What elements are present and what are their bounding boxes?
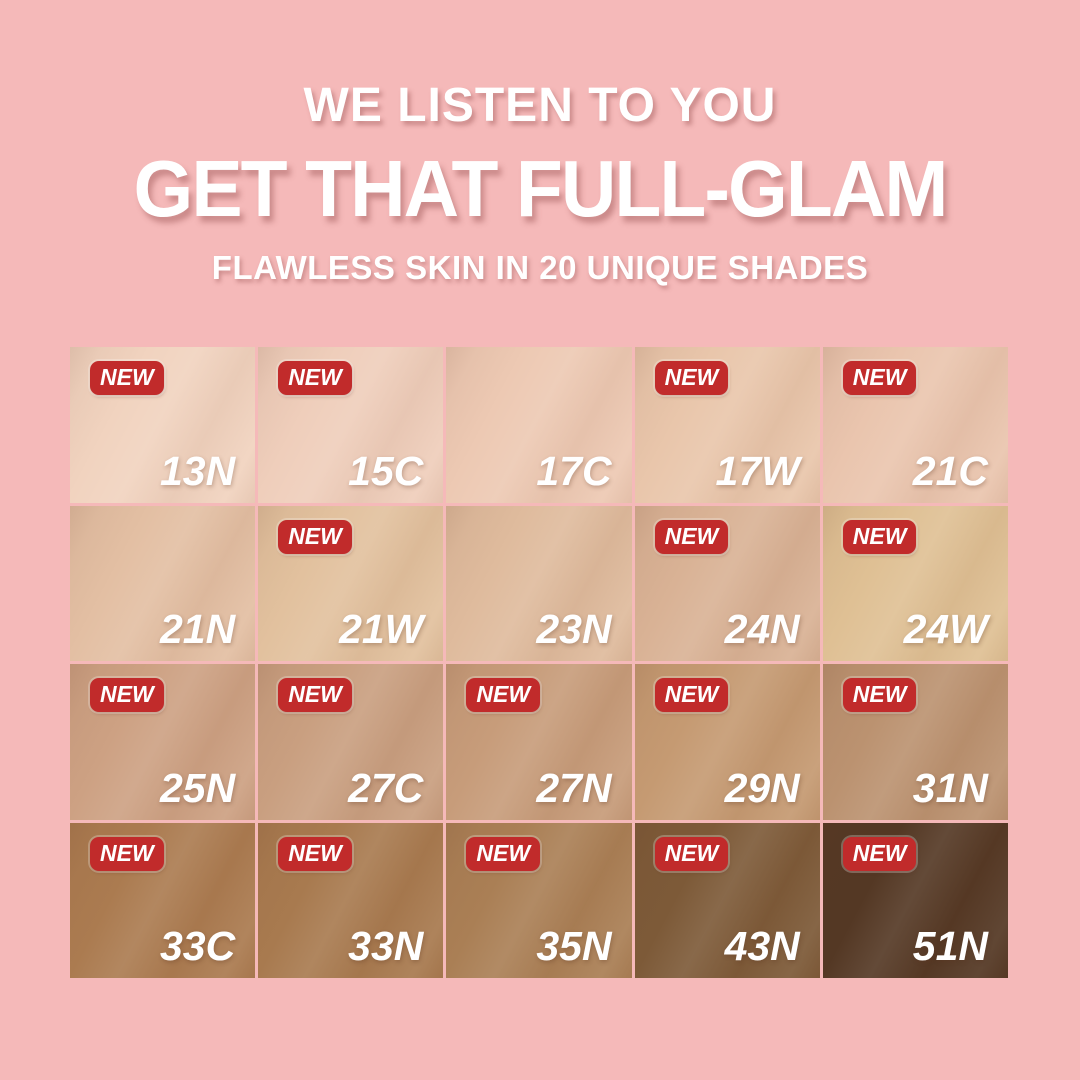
shade-code-label: 17W [715, 447, 800, 494]
new-badge: NEW [842, 361, 917, 395]
shade-swatch-21n: 21N [70, 505, 256, 661]
shade-code-label: 29N [724, 764, 800, 811]
shade-swatch-13n: NEW 13N [70, 347, 256, 503]
new-badge: NEW [466, 836, 541, 871]
shade-swatch-21w: NEW 21W [258, 505, 444, 661]
new-badge: NEW [654, 361, 729, 395]
new-badge: NEW [842, 519, 917, 554]
shade-swatch-17c: 17C [446, 347, 632, 503]
shade-swatch-29n: NEW 29N [634, 664, 820, 820]
header: WE LISTEN TO YOU GET THAT FULL-GLAM FLAW… [0, 78, 1080, 287]
new-badge: NEW [842, 836, 917, 871]
new-badge: NEW [654, 678, 729, 712]
shade-code-label: 23N [536, 606, 612, 652]
shade-code-label: 24N [724, 606, 800, 652]
shade-swatch-24n: NEW 24N [634, 505, 820, 661]
shade-grid: NEW 13N NEW 15C 17C NEW 17W NEW 21C 21N NEW 21W 23N N… [70, 347, 1008, 978]
shade-swatch-43n: NEW 43N [634, 822, 820, 978]
tagline: WE LISTEN TO YOU [303, 79, 777, 132]
shade-code-label: 17C [536, 447, 612, 494]
shade-swatch-17w: NEW 17W [634, 347, 820, 503]
subheadline: FLAWLESS SKIN IN 20 UNIQUE SHADES [211, 249, 869, 286]
shade-swatch-51n: NEW 51N [822, 822, 1008, 978]
shade-swatch-31n: NEW 31N [822, 664, 1008, 820]
shade-code-label: 27C [348, 764, 424, 811]
new-badge: NEW [278, 678, 352, 712]
shade-code-label: 21C [912, 447, 988, 494]
new-badge: NEW [842, 678, 917, 712]
shade-code-label: 27N [536, 764, 612, 811]
shade-swatch-35n: NEW 35N [446, 822, 632, 978]
shade-code-label: 21N [159, 606, 236, 652]
shade-swatch-23n: 23N [446, 505, 632, 661]
shade-swatch-27n: NEW 27N [446, 664, 632, 820]
new-badge: NEW [278, 836, 352, 871]
new-badge: NEW [90, 361, 164, 395]
shade-swatch-33n: NEW 33N [258, 822, 444, 978]
shade-code-label: 25N [159, 764, 236, 811]
shade-swatch-33c: NEW 33C [70, 822, 256, 978]
shade-code-label: 31N [912, 764, 988, 811]
new-badge: NEW [466, 678, 541, 712]
shade-swatch-24w: NEW 24W [822, 505, 1008, 661]
new-badge: NEW [278, 519, 352, 554]
new-badge: NEW [90, 678, 164, 712]
shade-swatch-25n: NEW 25N [70, 664, 256, 820]
shade-code-label: 33N [348, 923, 424, 969]
new-badge: NEW [654, 519, 729, 554]
new-badge: NEW [654, 836, 729, 871]
shade-code-label: 35N [536, 923, 612, 969]
shade-swatch-15c: NEW 15C [258, 347, 444, 503]
shade-code-label: 33C [159, 923, 236, 969]
new-badge: NEW [278, 361, 352, 395]
shade-swatch-27c: NEW 27C [258, 664, 444, 820]
shade-swatch-21c: NEW 21C [822, 347, 1008, 503]
shade-code-label: 43N [724, 923, 800, 969]
shade-code-label: 24W [903, 606, 988, 652]
shade-code-label: 51N [912, 923, 988, 969]
headline: GET THAT FULL-GLAM [133, 144, 949, 233]
shade-code-label: 13N [159, 447, 236, 494]
shade-code-label: 15C [348, 447, 424, 494]
new-badge: NEW [90, 836, 164, 871]
shade-code-label: 21W [339, 606, 424, 652]
